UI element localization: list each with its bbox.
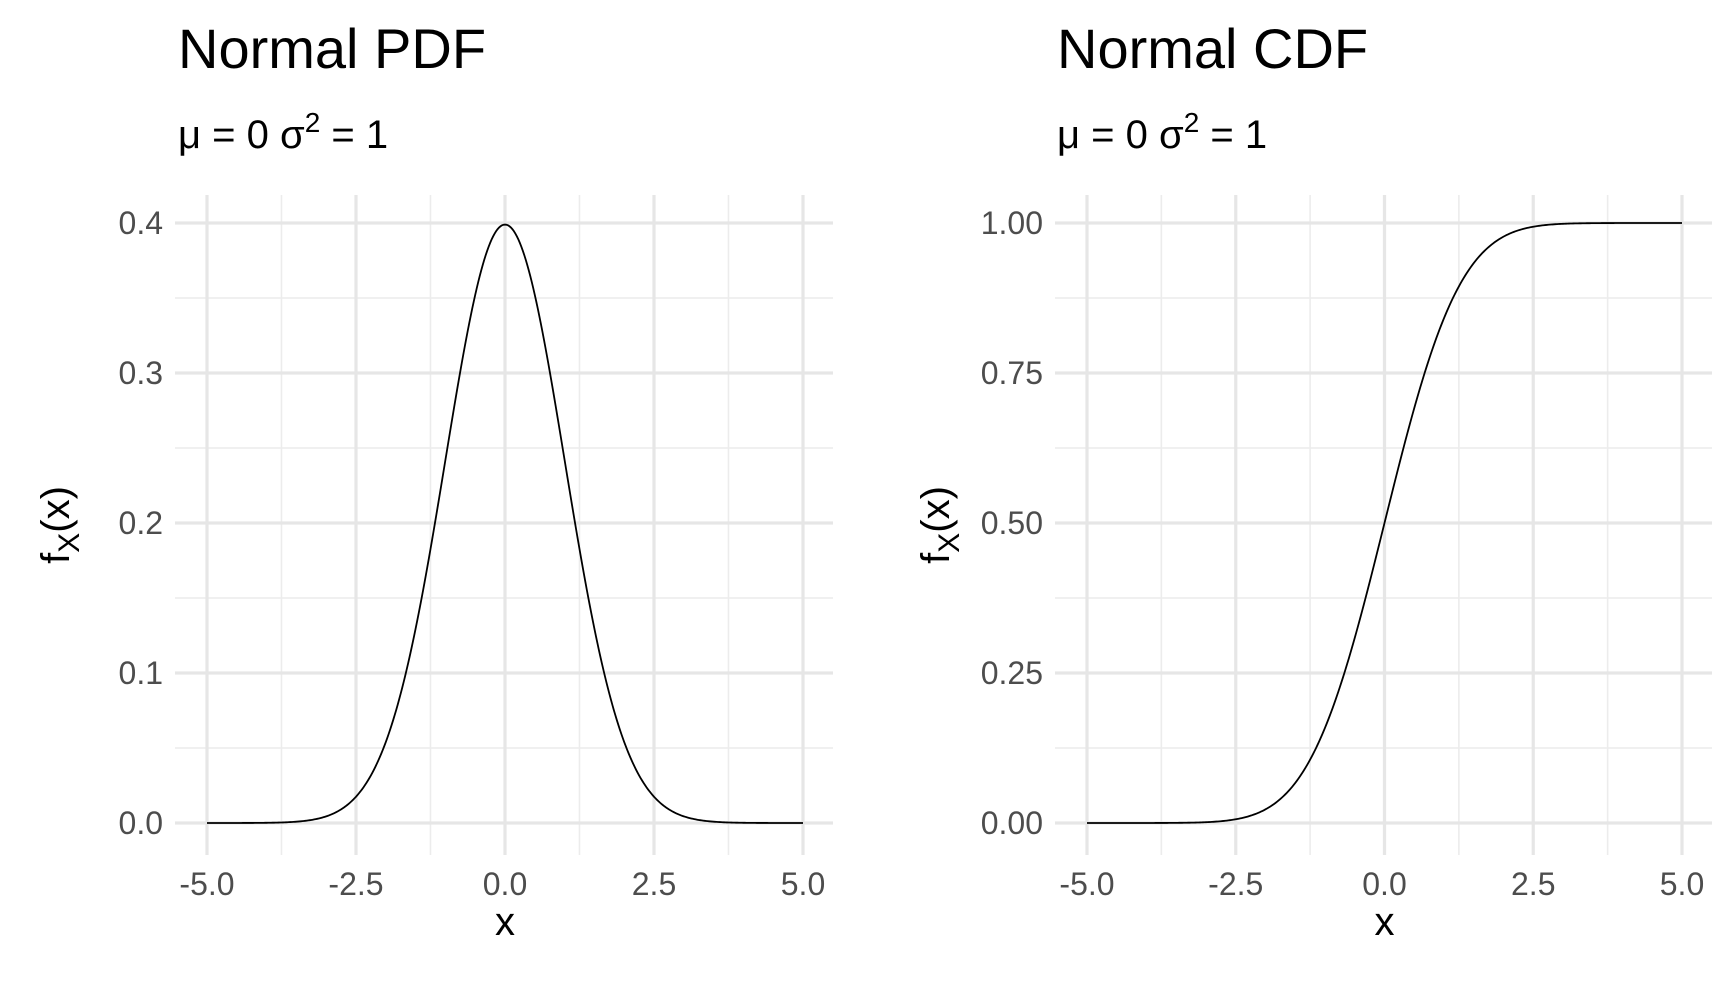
subtitle-sup: 2: [305, 107, 321, 138]
chart-title: Normal CDF: [1057, 17, 1368, 80]
y-axis-title-rest: (x): [34, 486, 78, 533]
y-tick-label: 1.00: [981, 205, 1043, 241]
y-axis-title: fX(x): [914, 486, 966, 564]
panel-1: Normal PDF μ = 0 σ2 = 1 0.0 0.1 0.2 0.3 0.4 -5.…: [34, 17, 833, 944]
x-tick-label: -2.5: [328, 866, 383, 902]
y-tick-label: 0.4: [119, 205, 163, 241]
x-axis-title: x: [495, 900, 515, 944]
y-axis-title-f: f: [34, 552, 78, 564]
y-tick-label: 0.00: [981, 805, 1043, 841]
y-axis-title-sub: X: [933, 533, 966, 553]
subtitle-mu: μ = 0: [178, 113, 280, 157]
subtitle-sigma: σ: [280, 113, 305, 157]
x-tick-label: 0.0: [483, 866, 527, 902]
y-axis-title: fX(x): [34, 486, 86, 564]
chart-title: Normal PDF: [178, 17, 486, 80]
subtitle-mu: μ = 0: [1057, 113, 1159, 157]
x-tick-label: -2.5: [1208, 866, 1263, 902]
chart-subtitle: μ = 0 σ2 = 1: [178, 107, 388, 157]
subtitle-rest: = 1: [1199, 113, 1267, 157]
y-axis-title-rest: (x): [914, 486, 958, 533]
y-tick-label: 0.0: [119, 805, 163, 841]
y-tick-label: 0.3: [119, 355, 163, 391]
series-line: [207, 223, 803, 824]
y-tick-label: 0.25: [981, 655, 1043, 691]
chart-subtitle: μ = 0 σ2 = 1: [1057, 107, 1267, 157]
subtitle-rest: = 1: [320, 113, 388, 157]
x-tick-label: -5.0: [179, 866, 234, 902]
series-line: [1087, 222, 1682, 824]
y-axis-title-f: f: [914, 552, 958, 564]
panel-2: Normal CDF μ = 0 σ2 = 1 0.00 0.25 0.50 0.75 1.…: [914, 17, 1712, 944]
y-tick-label: 0.50: [981, 505, 1043, 541]
y-tick-label: 0.2: [119, 505, 163, 541]
y-tick-label: 0.75: [981, 355, 1043, 391]
x-tick-label: -5.0: [1059, 866, 1114, 902]
subtitle-sup: 2: [1184, 107, 1200, 138]
subtitle-sigma: σ: [1159, 113, 1184, 157]
x-tick-label: 5.0: [1660, 866, 1704, 902]
x-tick-label: 5.0: [781, 866, 825, 902]
x-tick-label: 2.5: [1511, 866, 1555, 902]
x-axis-title: x: [1375, 900, 1395, 944]
x-tick-label: 0.0: [1362, 866, 1406, 902]
y-axis-title-sub: X: [53, 533, 86, 553]
y-tick-label: 0.1: [119, 655, 163, 691]
x-tick-label: 2.5: [632, 866, 676, 902]
